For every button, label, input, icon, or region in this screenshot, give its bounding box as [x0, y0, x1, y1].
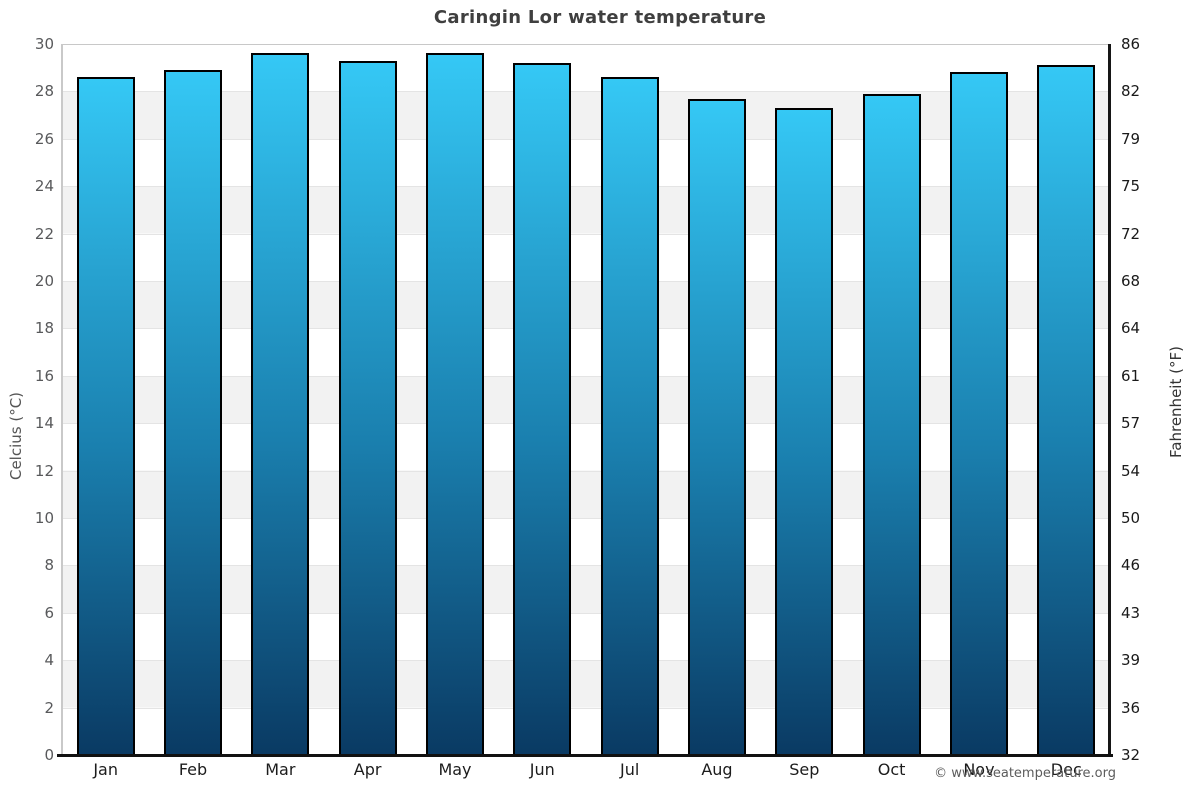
fahrenheit-tick-79: 79 — [1121, 129, 1141, 148]
bar-mar — [251, 53, 310, 755]
month-label-jun: Jun — [529, 760, 555, 779]
month-label-sep: Sep — [789, 760, 820, 779]
fahrenheit-tick-36: 36 — [1121, 698, 1141, 717]
fahrenheit-tick-64: 64 — [1121, 319, 1141, 338]
gridline-28c — [62, 91, 1110, 93]
bar-slot-apr — [324, 44, 411, 755]
bar-slot-jul — [586, 44, 673, 755]
bar-slot-may — [411, 44, 498, 755]
month-label-aug: Aug — [701, 760, 733, 779]
celsius-tick-6: 6 — [44, 603, 54, 622]
fahrenheit-tick-57: 57 — [1121, 414, 1141, 433]
fahrenheit-tick-43: 43 — [1121, 603, 1141, 622]
gridline-22c — [62, 233, 1110, 235]
bar-series — [62, 44, 1110, 755]
gridline-26c — [62, 138, 1110, 140]
celsius-tick-28: 28 — [34, 82, 54, 101]
celsius-tick-8: 8 — [44, 556, 54, 575]
fahrenheit-tick-50: 50 — [1121, 509, 1141, 527]
celsius-tick-14: 14 — [34, 414, 54, 433]
fahrenheit-tick-86: 86 — [1121, 35, 1141, 53]
gridline-16c — [62, 375, 1110, 377]
celsius-tick-18: 18 — [34, 319, 54, 338]
bar-slot-oct — [848, 44, 935, 755]
month-label-may: May — [438, 760, 472, 779]
celsius-tick-2: 2 — [44, 698, 54, 717]
celsius-tick-0: 0 — [44, 746, 54, 764]
celsius-tick-30: 30 — [34, 35, 54, 53]
x-axis-month-labels: Jan Feb Mar Apr May Jun Jul Aug Sep Oct Nov Dec — [62, 760, 1110, 779]
bar-aug — [687, 98, 746, 755]
chart-title: Caringin Lor water temperature — [433, 7, 767, 28]
bar-slot-feb — [149, 44, 236, 755]
bar-jan — [76, 77, 135, 755]
fahrenheit-tick-72: 72 — [1121, 224, 1141, 243]
bar-slot-jan — [62, 44, 149, 755]
fahrenheit-tick-32: 32 — [1121, 746, 1141, 764]
celsius-tick-26: 26 — [34, 129, 54, 148]
bar-dec — [1037, 65, 1096, 755]
month-label-nov: Nov — [963, 760, 995, 779]
celsius-tick-16: 16 — [34, 366, 54, 385]
gridline-8c — [62, 565, 1110, 567]
y-axis-right-line — [1108, 44, 1111, 756]
month-label-mar: Mar — [265, 760, 296, 779]
y-axis-label-celsius: Celcius (°C) — [7, 391, 25, 481]
month-label-apr: Apr — [353, 760, 382, 779]
celsius-tick-10: 10 — [34, 509, 54, 527]
month-label-jul: Jul — [619, 760, 640, 779]
bar-feb — [163, 70, 222, 755]
bar-jul — [600, 77, 659, 755]
gridline-12c — [62, 470, 1110, 472]
gridline-20c — [62, 281, 1110, 282]
bar-nov — [949, 72, 1008, 755]
month-label-oct: Oct — [877, 760, 906, 779]
celsius-tick-22: 22 — [34, 224, 54, 243]
bar-slot-jun — [499, 44, 586, 755]
y-axis-label-fahrenheit: Fahrenheit (°F) — [1167, 346, 1185, 458]
fahrenheit-tick-39: 39 — [1121, 651, 1141, 670]
bar-slot-aug — [673, 44, 760, 755]
x-axis-line — [57, 754, 1113, 757]
bar-slot-dec — [1023, 44, 1110, 755]
bar-may — [425, 53, 484, 755]
y-axis-left-line — [61, 44, 63, 755]
gridline-2c — [62, 707, 1110, 709]
month-label-jan: Jan — [93, 760, 118, 779]
gridline-6c — [62, 612, 1110, 614]
gridline-18c — [62, 328, 1110, 330]
bar-jun — [513, 62, 572, 755]
bar-apr — [338, 60, 397, 755]
celsius-tick-24: 24 — [34, 177, 54, 196]
fahrenheit-tick-46: 46 — [1121, 556, 1141, 575]
gridline-10c — [62, 518, 1110, 519]
gridline-30c — [62, 44, 1110, 45]
bar-oct — [862, 93, 921, 755]
month-label-dec: Dec — [1050, 760, 1082, 779]
fahrenheit-tick-75: 75 — [1121, 177, 1141, 196]
fahrenheit-tick-82: 82 — [1121, 82, 1141, 101]
plot-area — [62, 44, 1110, 756]
celsius-tick-4: 4 — [44, 651, 54, 670]
fahrenheit-tick-61: 61 — [1121, 366, 1141, 385]
fahrenheit-tick-54: 54 — [1121, 461, 1141, 480]
bar-slot-nov — [935, 44, 1022, 755]
gridline-14c — [62, 423, 1110, 425]
copyright-link[interactable]: © www.seatemperature.org — [934, 766, 1116, 781]
gridline-24c — [62, 186, 1110, 188]
bar-slot-sep — [761, 44, 848, 755]
fahrenheit-tick-68: 68 — [1121, 272, 1141, 290]
gridline-4c — [62, 660, 1110, 662]
bar-slot-mar — [237, 44, 324, 755]
month-label-feb: Feb — [178, 760, 208, 779]
bar-sep — [775, 108, 834, 755]
celsius-tick-12: 12 — [34, 461, 54, 480]
celsius-tick-20: 20 — [34, 272, 54, 290]
